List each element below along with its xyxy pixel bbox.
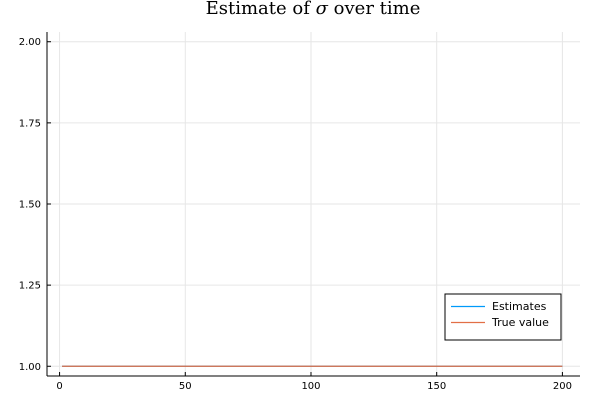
chart-title: Estimate of σ over time (206, 0, 421, 19)
x-tick-label: 200 (553, 381, 572, 392)
chart-title-prefix: Estimate of (206, 0, 316, 19)
y-tick-label: 1.75 (19, 118, 41, 129)
legend-box (444, 293, 562, 341)
y-tick-label: 1.00 (19, 362, 41, 373)
chart-title-suffix: over time (334, 0, 421, 19)
chart-title-symbol: σ (316, 0, 329, 19)
x-tick-label: 0 (56, 381, 62, 392)
y-tick-label: 1.50 (19, 200, 41, 211)
axis-layer: 0 50 100 150 200 1.00 1.25 1.50 1.75 2.00 (19, 32, 580, 392)
x-tick-label: 100 (301, 381, 320, 392)
x-tick-label: 50 (179, 381, 192, 392)
legend-label: True value (491, 316, 549, 329)
legend-label: Estimates (492, 300, 547, 313)
legend: Estimates True value (444, 293, 562, 341)
y-tick-label: 2.00 (19, 37, 41, 48)
y-tick-label: 1.25 (19, 281, 41, 292)
x-tick-label: 150 (427, 381, 446, 392)
